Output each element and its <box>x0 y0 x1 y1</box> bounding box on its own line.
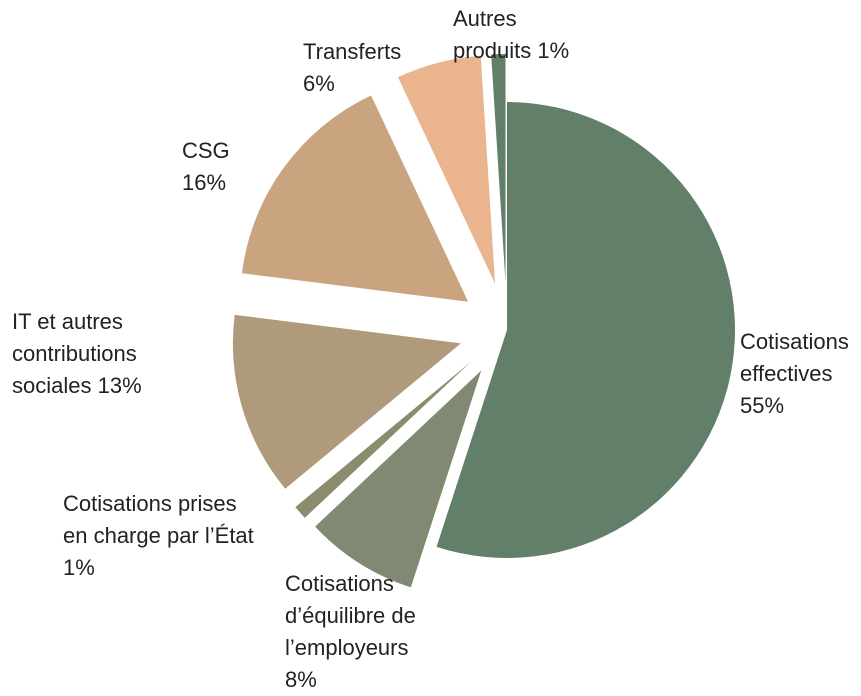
value-label: 16% <box>182 170 227 195</box>
value-label: 1% <box>537 38 570 63</box>
value-label: 6% <box>303 71 335 96</box>
pie-slice <box>315 370 482 588</box>
pie-slice <box>232 314 461 489</box>
category-label: Cotisations prises en charge par l’État <box>63 491 254 548</box>
slice-label: Cotisations d’équilibre de l’employeurs … <box>285 568 465 696</box>
slice-label: Transferts 6% <box>303 36 423 100</box>
category-label: Cotisations d’équilibre de l’employeurs <box>285 571 416 660</box>
value-label: 55% <box>740 393 785 418</box>
category-label: IT et autres contributions sociales <box>12 309 137 398</box>
category-label: CSG <box>182 138 230 163</box>
pie-slice <box>241 95 469 302</box>
value-label: 1% <box>63 555 95 580</box>
value-label: 8% <box>285 667 317 692</box>
pie-slice <box>397 55 496 284</box>
pie-slice <box>295 361 471 518</box>
slice-label: Autres produits 1% <box>453 3 583 67</box>
category-label: Transferts <box>303 39 402 64</box>
slice-label: Cotisations effectives 55% <box>740 326 861 422</box>
pie-slice <box>436 102 735 558</box>
category-label: Cotisations effectives <box>740 329 849 386</box>
slice-label: IT et autres contributions sociales 13% <box>12 306 167 402</box>
category-label: Autres produits <box>453 6 532 63</box>
slice-label: Cotisations prises en charge par l’État … <box>63 488 263 584</box>
slice-label: CSG 16% <box>182 135 262 199</box>
pie-slice <box>491 54 506 283</box>
value-label: 13% <box>97 373 142 398</box>
